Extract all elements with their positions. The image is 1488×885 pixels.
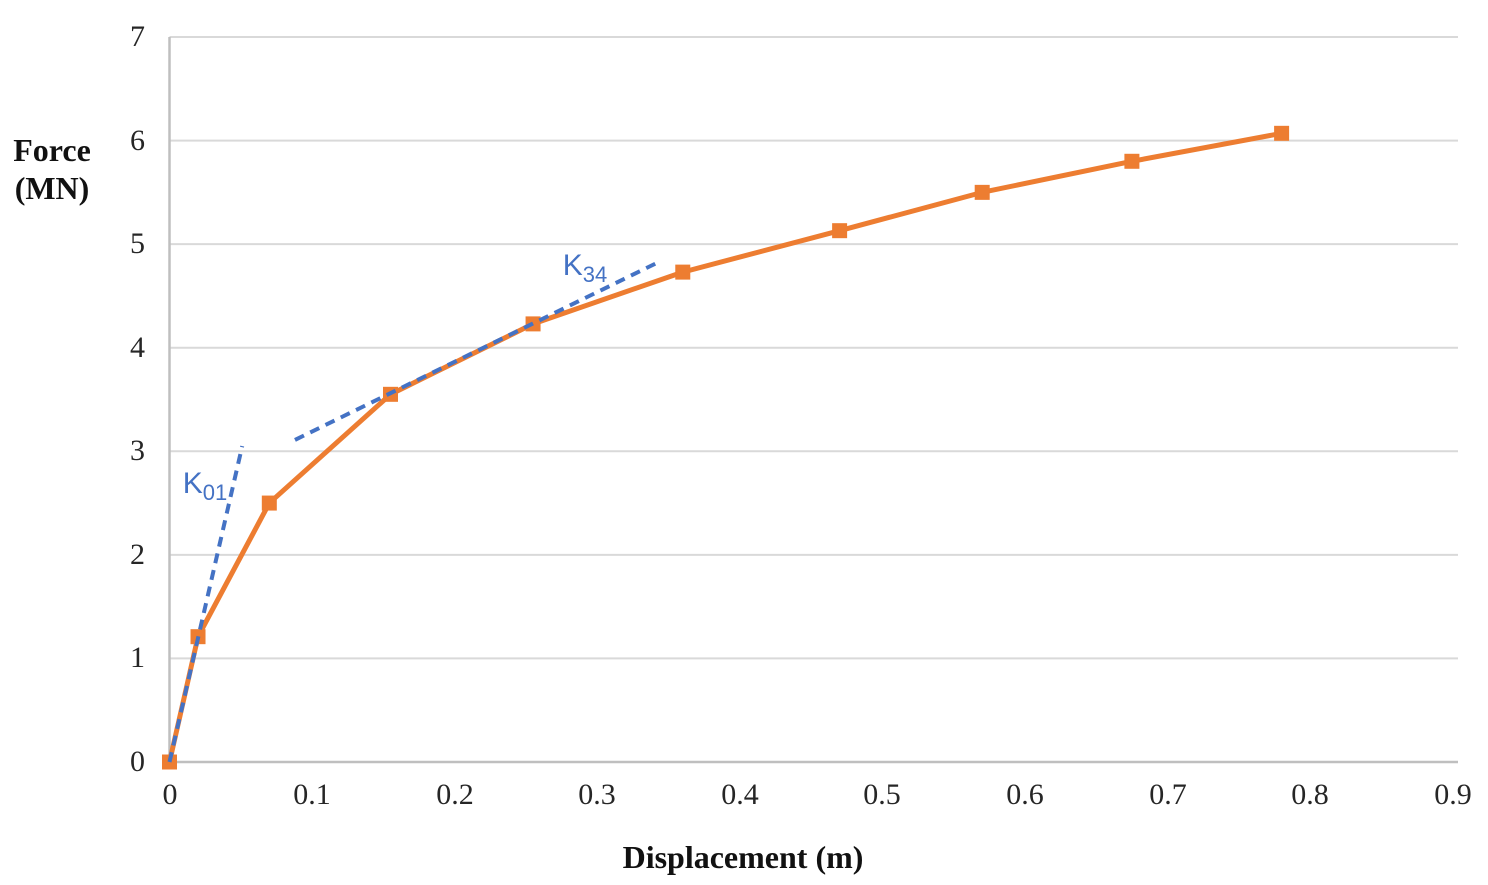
data-point-marker <box>1124 153 1140 169</box>
y-axis-title-line1: Force <box>13 132 91 168</box>
x-tick-label-0.7: 0.7 <box>1149 778 1187 811</box>
x-tick-label-0.9: 0.9 <box>1434 778 1472 811</box>
y-tick-label-5: 5 <box>130 227 145 260</box>
y-tick-label-3: 3 <box>130 434 145 467</box>
x-tick-label-0.4: 0.4 <box>721 778 759 811</box>
x-tick-label-0.2: 0.2 <box>436 778 474 811</box>
y-tick-label-4: 4 <box>130 331 145 364</box>
data-point-marker <box>974 184 990 200</box>
data-point-marker <box>675 264 691 280</box>
y-axis-title-line2: (MN) <box>14 170 90 206</box>
data-point-marker <box>832 223 848 239</box>
k34-annotation: K34 <box>562 249 608 286</box>
y-tick-label-1: 1 <box>130 641 145 674</box>
x-tick-label-0: 0 <box>162 778 178 811</box>
y-tick-label-7: 7 <box>130 20 145 53</box>
y-tick-label-6: 6 <box>130 124 145 157</box>
y-axis-title: Force (MN) <box>4 131 100 207</box>
k34-annotation-sub: 34 <box>582 262 608 287</box>
y-tick-label-0: 0 <box>130 745 145 778</box>
y-tick-label-2: 2 <box>130 538 145 571</box>
series-line <box>167 130 1285 765</box>
x-axis-title: Displacement (m) <box>622 839 864 875</box>
x-tick-label-0.5: 0.5 <box>863 778 901 811</box>
data-point-marker <box>261 495 277 511</box>
x-tick-label-0.6: 0.6 <box>1006 778 1044 811</box>
k01-annotation-sub: 01 <box>202 480 228 505</box>
x-tick-label-0.1: 0.1 <box>293 778 331 811</box>
secant-dashed-line-01 <box>167 445 245 763</box>
data-point-marker <box>1274 125 1290 141</box>
k01-annotation-base: K <box>182 467 203 500</box>
x-tick-label-0.3: 0.3 <box>578 778 616 811</box>
x-tick-label-0.8: 0.8 <box>1291 778 1329 811</box>
k01-annotation: K01 <box>182 467 228 504</box>
k34-annotation-base: K <box>562 249 583 282</box>
